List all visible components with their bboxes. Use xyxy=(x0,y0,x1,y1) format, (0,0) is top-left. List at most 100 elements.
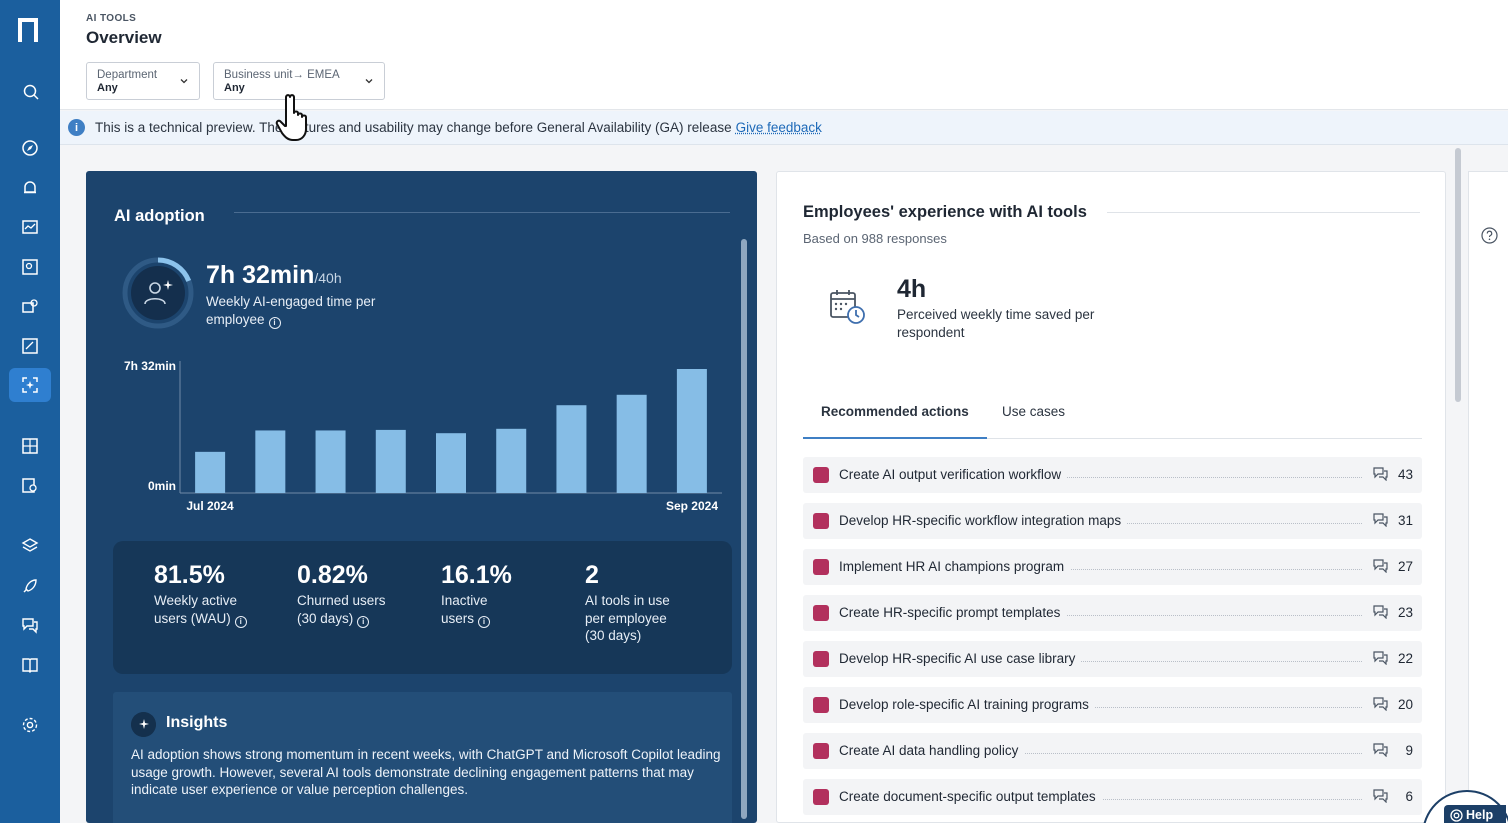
calendar-clock-icon xyxy=(829,288,867,326)
insights-panel: Insights AI adoption shows strong moment… xyxy=(113,692,732,823)
info-icon[interactable]: i xyxy=(357,616,369,628)
stat-value: 81.5% xyxy=(154,561,264,590)
info-icon[interactable]: i xyxy=(269,317,281,329)
chart-bar[interactable] xyxy=(496,429,526,493)
banner-text: This is a technical preview. The feature… xyxy=(95,120,732,135)
list-item[interactable]: Develop HR-specific workflow integration… xyxy=(803,503,1422,539)
list-item[interactable]: Create AI data handling policy 9 xyxy=(803,733,1422,769)
chart-bar[interactable] xyxy=(677,369,707,493)
engaged-time-bar-chart: 7h 32min 0min Jul 2024 Sep 2024 xyxy=(114,355,734,515)
search-nav-icon[interactable] xyxy=(9,75,51,109)
hand-pointer-cursor-icon xyxy=(274,93,316,143)
book-nav-icon[interactable] xyxy=(9,648,51,682)
department-filter[interactable]: Department Any xyxy=(86,62,200,100)
give-feedback-link[interactable]: Give feedback xyxy=(736,120,822,135)
action-label: Create HR-specific prompt templates xyxy=(839,605,1066,620)
ai-tools-nav-icon[interactable] xyxy=(9,368,51,402)
stat-value: 0.82% xyxy=(297,561,397,590)
chart-bar[interactable] xyxy=(195,452,225,493)
priority-chevron-icon xyxy=(813,605,829,621)
action-label: Develop HR-specific AI use case library xyxy=(839,651,1081,666)
bell-nav-icon[interactable] xyxy=(9,171,51,205)
adoption-stats-panel: 81.5% Weekly active users (WAU) i 0.82% C… xyxy=(113,541,732,674)
sidebar xyxy=(0,0,60,823)
card-subtitle: Based on 988 responses xyxy=(803,231,947,246)
stat-label: Inactive users i xyxy=(441,592,511,628)
time-desc-text: Weekly AI-engaged time per employee xyxy=(206,294,375,327)
comment-icon xyxy=(1373,605,1388,619)
comment-icon xyxy=(1373,559,1388,573)
list-item[interactable]: Implement HR AI champions program 27 xyxy=(803,549,1422,585)
list-item[interactable]: Create AI output verification workflow 43 xyxy=(803,457,1422,493)
feedback-nav-icon[interactable] xyxy=(9,608,51,642)
x-tick-end: Sep 2024 xyxy=(666,499,718,513)
response-count: 20 xyxy=(1398,697,1413,712)
help-question-icon[interactable] xyxy=(1481,227,1498,244)
chart-bar[interactable] xyxy=(376,430,406,493)
devices-nav-icon[interactable] xyxy=(9,290,51,324)
apps-grid-nav-icon[interactable] xyxy=(9,429,51,463)
list-item[interactable]: Develop role-specific AI training progra… xyxy=(803,687,1422,723)
comment-icon xyxy=(1373,651,1388,665)
card-title: Employees' experience with AI tools xyxy=(803,203,1087,222)
logo-icon[interactable] xyxy=(16,14,42,44)
chart-bar[interactable] xyxy=(556,405,586,493)
response-count: 27 xyxy=(1398,559,1413,574)
dashboard-nav-icon[interactable] xyxy=(9,210,51,244)
chevron-down-icon xyxy=(179,76,189,86)
stat-value: 2 xyxy=(585,561,685,590)
insights-text: AI adoption shows strong momentum in rec… xyxy=(131,746,721,799)
action-label: Develop HR-specific workflow integration… xyxy=(839,513,1127,528)
ai-adoption-card: AI adoption 7h 32min/40h Weekly AI-engag… xyxy=(86,171,757,823)
recommended-actions-list: Create AI output verification workflow 43… xyxy=(803,457,1422,823)
action-label: Develop role-specific AI training progra… xyxy=(839,697,1095,712)
time-of: /40h xyxy=(314,270,341,286)
page-title: Overview xyxy=(86,28,162,48)
comment-icon xyxy=(1373,513,1388,527)
priority-chevron-icon xyxy=(813,743,829,759)
list-item[interactable]: Develop HR-specific AI use case library 2… xyxy=(803,641,1422,677)
hierarchy-nav-icon[interactable] xyxy=(9,529,51,563)
stat-label-text: Weekly active users (WAU) xyxy=(154,593,237,626)
info-icon[interactable]: i xyxy=(478,616,490,628)
help-button[interactable]: Help xyxy=(1444,805,1506,823)
engaged-time-value: 7h 32min/40h xyxy=(206,261,342,290)
reports-nav-icon[interactable] xyxy=(9,329,51,363)
rocket-nav-icon[interactable] xyxy=(9,569,51,603)
action-label: Create document-specific output template… xyxy=(839,789,1102,804)
chart-bar[interactable] xyxy=(316,430,346,493)
chart-bar[interactable] xyxy=(617,395,647,493)
comment-icon xyxy=(1373,697,1388,711)
stat-wau: 81.5% Weekly active users (WAU) i xyxy=(154,561,264,628)
stat-inactive: 16.1% Inactive users i xyxy=(441,561,512,628)
action-label: Create AI output verification workflow xyxy=(839,467,1067,482)
list-item[interactable]: Create HR-specific prompt templates 23 xyxy=(803,595,1422,631)
info-icon: i xyxy=(68,119,85,136)
investigate-nav-icon[interactable] xyxy=(9,469,51,503)
people-analytics-nav-icon[interactable] xyxy=(9,250,51,284)
comment-icon xyxy=(1373,789,1388,803)
time-saved-value: 4h xyxy=(897,275,926,304)
priority-chevron-icon xyxy=(813,467,829,483)
divider xyxy=(1107,212,1420,213)
help-label: Help xyxy=(1466,808,1493,822)
card-scrollbar-thumb[interactable] xyxy=(741,239,747,819)
response-count: 22 xyxy=(1398,651,1413,666)
settings-gear-icon[interactable] xyxy=(9,708,51,742)
list-item[interactable]: Create document-specific output template… xyxy=(803,779,1422,815)
y-tick-top: 7h 32min xyxy=(124,359,176,373)
info-icon[interactable]: i xyxy=(235,616,247,628)
employee-experience-card: Employees' experience with AI tools Base… xyxy=(776,171,1446,823)
page-scrollbar-thumb[interactable] xyxy=(1455,148,1461,402)
tab-recommended-actions[interactable]: Recommended actions xyxy=(803,404,987,439)
stat-tools-per-employee: 2 AI tools in use per employee (30 days) xyxy=(585,561,685,645)
response-count: 31 xyxy=(1398,513,1413,528)
compass-nav-icon[interactable] xyxy=(9,131,51,165)
filter-label: Department xyxy=(97,69,189,82)
action-label: Implement HR AI champions program xyxy=(839,559,1070,574)
tab-use-cases[interactable]: Use cases xyxy=(984,404,1083,439)
chart-bar[interactable] xyxy=(436,433,466,493)
chart-bar[interactable] xyxy=(255,430,285,493)
insights-title: Insights xyxy=(166,714,227,732)
chevron-down-icon xyxy=(364,76,374,86)
